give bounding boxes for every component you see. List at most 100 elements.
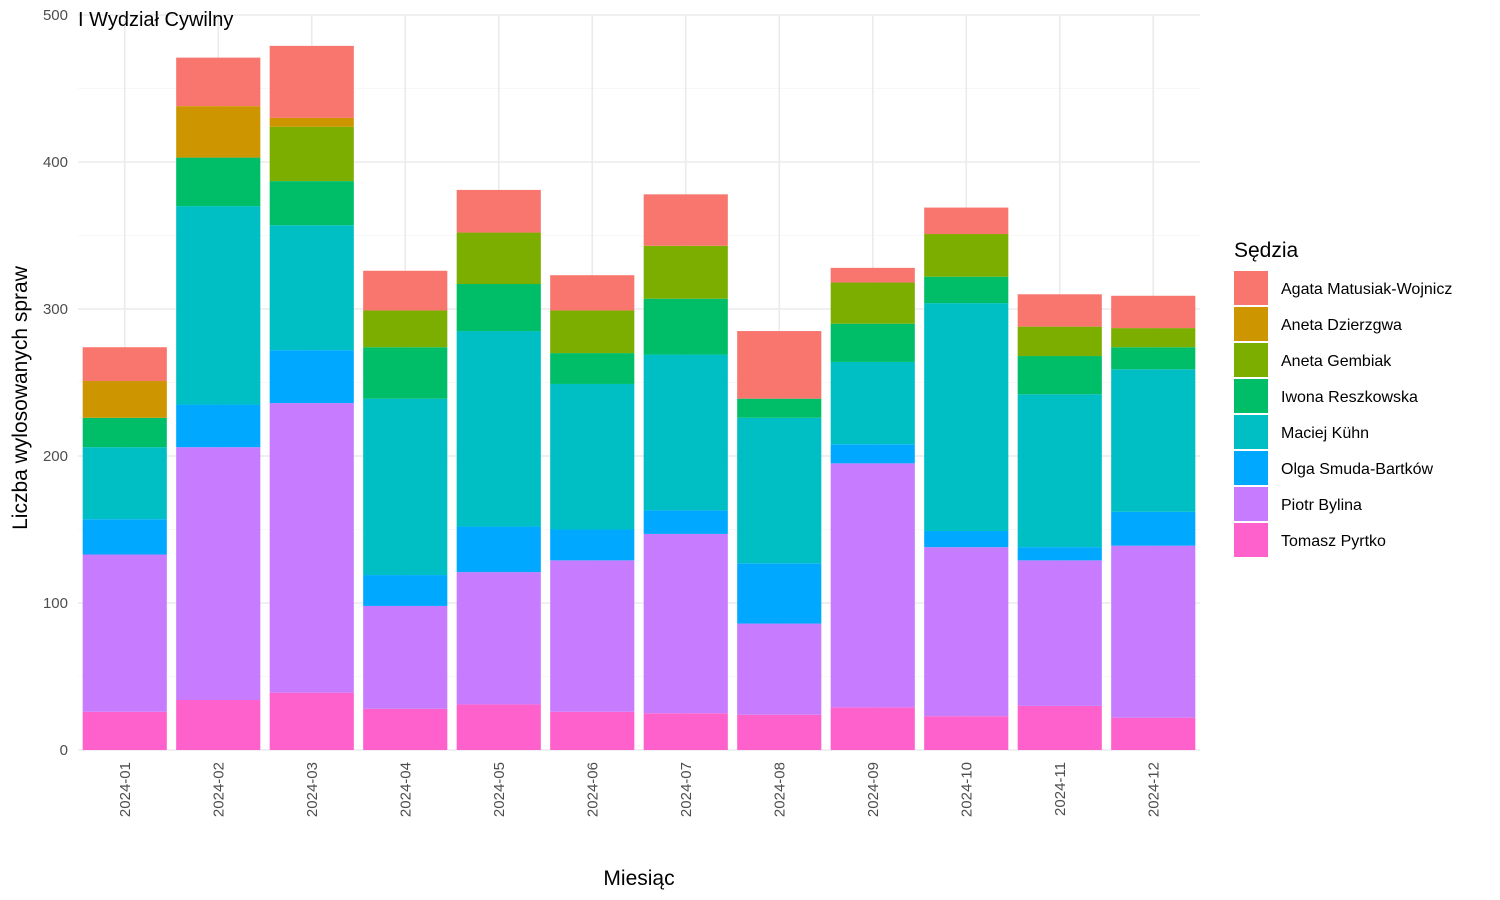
legend-item-tomasz-pyrtko: Tomasz Pyrtko [1234, 523, 1386, 557]
bar-segment-agata-matusiak-wojnicz-2024-08 [737, 331, 822, 399]
bar-segment-aneta-dzierzgwa-2024-02 [176, 106, 261, 158]
legend-swatch [1234, 307, 1268, 341]
bar-segment-olga-smuda-bartkow-2024-07 [643, 510, 728, 534]
legend-swatch [1234, 271, 1268, 305]
bar-segment-iwona-reszkowska-2024-07 [643, 298, 728, 355]
x-tick-label: 2024-07 [678, 762, 695, 817]
bar-segment-tomasz-pyrtko-2024-04 [363, 708, 448, 750]
legend-label: Aneta Dzierzgwa [1281, 317, 1402, 334]
legend-label: Aneta Gembiak [1281, 353, 1392, 370]
bar-segment-agata-matusiak-wojnicz-2024-03 [269, 45, 354, 118]
bar-segment-agata-matusiak-wojnicz-2024-06 [550, 275, 635, 311]
y-tick-label: 400 [43, 154, 68, 171]
x-tick-label: 2024-10 [958, 762, 975, 817]
bar-segment-olga-smuda-bartkow-2024-03 [269, 350, 354, 404]
bar-segment-iwona-reszkowska-2024-05 [456, 284, 541, 332]
bar-segment-maciej-kuhn-2024-08 [737, 417, 822, 564]
bar-segment-maciej-kuhn-2024-03 [269, 225, 354, 351]
legend-label: Piotr Bylina [1281, 497, 1362, 514]
bar-segment-aneta-gembiak-2024-11 [1017, 326, 1102, 357]
x-tick-label: 2024-01 [117, 762, 134, 817]
legend-label: Tomasz Pyrtko [1281, 533, 1386, 550]
bar-segment-aneta-gembiak-2024-10 [924, 234, 1009, 277]
y-tick-label: 100 [43, 595, 68, 612]
bar-segment-olga-smuda-bartkow-2024-11 [1017, 547, 1102, 561]
y-tick-label: 500 [43, 7, 68, 24]
y-tick-label: 200 [43, 448, 68, 465]
x-tick-label: 2024-06 [584, 762, 601, 817]
bar-segment-maciej-kuhn-2024-06 [550, 383, 635, 530]
legend-item-agata-matusiak-wojnicz: Agata Matusiak-Wojnicz [1234, 271, 1452, 305]
bars-layer [82, 45, 1196, 750]
bar-segment-piotr-bylina-2024-07 [643, 533, 728, 714]
bar-segment-piotr-bylina-2024-10 [924, 547, 1009, 717]
bar-segment-olga-smuda-bartkow-2024-06 [550, 529, 635, 561]
bar-segment-agata-matusiak-wojnicz-2024-04 [363, 270, 448, 311]
bar-segment-tomasz-pyrtko-2024-09 [830, 707, 915, 750]
bar-segment-maciej-kuhn-2024-07 [643, 354, 728, 511]
bar-segment-aneta-gembiak-2024-12 [1111, 328, 1196, 348]
bar-segment-iwona-reszkowska-2024-02 [176, 157, 261, 207]
bar-segment-aneta-gembiak-2024-03 [269, 126, 354, 182]
bar-segment-aneta-gembiak-2024-09 [830, 282, 915, 324]
bar-segment-tomasz-pyrtko-2024-02 [176, 700, 261, 750]
y-tick-label: 0 [60, 742, 68, 759]
bar-segment-agata-matusiak-wojnicz-2024-01 [82, 347, 167, 382]
bar-segment-piotr-bylina-2024-04 [363, 605, 448, 709]
legend-label: Maciej Kühn [1281, 425, 1369, 442]
legend-items: Agata Matusiak-Wojnicz Aneta Dzierzgwa Ane… [1234, 271, 1452, 557]
bar-segment-aneta-gembiak-2024-04 [363, 310, 448, 348]
bar-segment-maciej-kuhn-2024-02 [176, 206, 261, 405]
bar-segment-piotr-bylina-2024-06 [550, 560, 635, 712]
x-tick-label: 2024-03 [304, 762, 321, 817]
legend-label: Agata Matusiak-Wojnicz [1281, 281, 1452, 298]
x-axis-title: Miesiąc [603, 867, 674, 890]
legend-swatch [1234, 415, 1268, 449]
bar-segment-iwona-reszkowska-2024-11 [1017, 356, 1102, 395]
bar-segment-agata-matusiak-wojnicz-2024-11 [1017, 294, 1102, 327]
legend-swatch [1234, 487, 1268, 521]
bar-segment-maciej-kuhn-2024-04 [363, 398, 448, 576]
bar-segment-piotr-bylina-2024-01 [82, 554, 167, 712]
bar-segment-tomasz-pyrtko-2024-10 [924, 716, 1009, 750]
bar-segment-iwona-reszkowska-2024-01 [82, 417, 167, 448]
bar-segment-aneta-dzierzgwa-2024-03 [269, 117, 354, 127]
bar-segment-aneta-gembiak-2024-06 [550, 310, 635, 354]
bar-segment-agata-matusiak-wojnicz-2024-12 [1111, 295, 1196, 329]
bar-segment-maciej-kuhn-2024-05 [456, 331, 541, 527]
x-tick-label: 2024-04 [397, 762, 414, 817]
bar-segment-tomasz-pyrtko-2024-12 [1111, 717, 1196, 750]
legend-label: Iwona Reszkowska [1281, 389, 1418, 406]
bar-segment-olga-smuda-bartkow-2024-04 [363, 575, 448, 606]
y-axis-ticks: 0 100 200 300 400 500 [43, 7, 68, 759]
bar-segment-agata-matusiak-wojnicz-2024-07 [643, 194, 728, 246]
legend-item-olga-smuda-bartkow: Olga Smuda-Bartków [1234, 451, 1434, 485]
bar-segment-olga-smuda-bartkow-2024-09 [830, 444, 915, 464]
bar-segment-iwona-reszkowska-2024-06 [550, 353, 635, 384]
bar-segment-iwona-reszkowska-2024-04 [363, 347, 448, 399]
legend: Sędzia Agata Matusiak-Wojnicz Aneta Dzier… [1234, 239, 1452, 557]
bar-segment-olga-smuda-bartkow-2024-10 [924, 530, 1009, 548]
bar-segment-olga-smuda-bartkow-2024-01 [82, 519, 167, 555]
legend-swatch [1234, 451, 1268, 485]
bar-segment-tomasz-pyrtko-2024-03 [269, 692, 354, 750]
bar-segment-piotr-bylina-2024-11 [1017, 560, 1102, 706]
x-tick-label: 2024-05 [491, 762, 508, 817]
legend-title: Sędzia [1234, 239, 1299, 262]
bar-segment-tomasz-pyrtko-2024-11 [1017, 705, 1102, 750]
bar-segment-agata-matusiak-wojnicz-2024-05 [456, 189, 541, 233]
bar-segment-aneta-gembiak-2024-05 [456, 232, 541, 285]
bar-segment-piotr-bylina-2024-08 [737, 623, 822, 715]
legend-item-maciej-kuhn: Maciej Kühn [1234, 415, 1369, 449]
bar-segment-agata-matusiak-wojnicz-2024-09 [830, 267, 915, 283]
x-tick-label: 2024-09 [865, 762, 882, 817]
bar-segment-maciej-kuhn-2024-10 [924, 303, 1009, 531]
bar-segment-olga-smuda-bartkow-2024-05 [456, 526, 541, 573]
bar-segment-piotr-bylina-2024-12 [1111, 545, 1196, 718]
bar-segment-tomasz-pyrtko-2024-06 [550, 711, 635, 750]
bar-segment-aneta-dzierzgwa-2024-01 [82, 381, 167, 418]
bar-segment-iwona-reszkowska-2024-10 [924, 276, 1009, 304]
bar-segment-tomasz-pyrtko-2024-05 [456, 704, 541, 750]
y-tick-label: 300 [43, 301, 68, 318]
